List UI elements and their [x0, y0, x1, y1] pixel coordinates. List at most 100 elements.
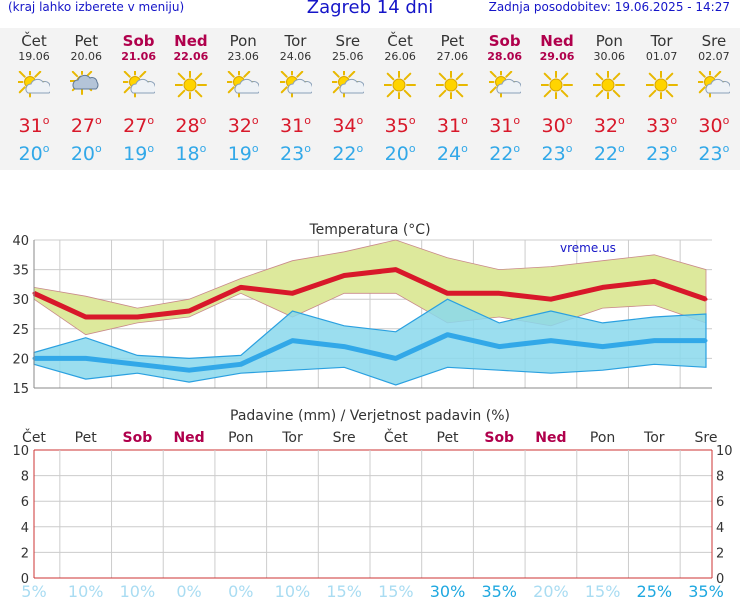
max-temperature: 32o [227, 114, 259, 137]
day-name: Sob [122, 32, 155, 50]
min-temp-point [187, 368, 191, 372]
min-temp-point [84, 356, 88, 360]
sun-icon [165, 63, 217, 107]
min-temperature: 19o [227, 142, 259, 165]
precip-probability-label: 35% [481, 582, 517, 600]
temp-tick-label: 40 [12, 234, 29, 249]
min-temp-range-band [33, 298, 707, 386]
min-temperature: 23o [280, 142, 311, 165]
temp-tick-label: 15 [12, 382, 29, 397]
min-temp-point [446, 333, 450, 337]
max-temp-point [652, 279, 656, 283]
max-temperature: 34o [332, 114, 364, 137]
max-temperature: 31o [280, 114, 311, 137]
precip-probability-label: 5% [21, 582, 46, 600]
precip-tick-label-right: 6 [716, 495, 724, 510]
max-temperature: 31o [18, 114, 50, 137]
temp-tick-label: 30 [12, 293, 29, 308]
max-temp-point [704, 297, 708, 301]
day-name: Tor [284, 32, 307, 50]
min-temp-point [290, 339, 294, 343]
location-hint: (kraj lahko izberete v meniju) [8, 0, 185, 14]
partly-cloudy-icon [322, 63, 374, 107]
partly-cloudy-icon [479, 63, 531, 107]
precip-tick-label-left: 8 [21, 470, 29, 485]
forecast-day: Tor 01.07 33o 23o [636, 28, 688, 165]
precip-probability-label: 25% [637, 582, 673, 600]
day-name: Čet [387, 32, 413, 50]
min-temperature: 22o [332, 142, 364, 165]
max-temp-point [601, 285, 605, 289]
precip-tick-label-left: 6 [21, 495, 29, 510]
sun-icon [426, 63, 478, 107]
precip-day-label: Pet [75, 430, 98, 446]
precip-probability-label: 15% [326, 582, 362, 600]
forecast-day: Sob 28.06 31o 22o [479, 28, 531, 166]
precip-day-label: Ned [173, 430, 204, 446]
forecast-day: Pon 23.06 32o 19o [217, 28, 269, 165]
day-name: Pon [229, 32, 257, 50]
min-temp-point [652, 339, 656, 343]
forecast-strip: Čet 19.06 31o 20o Pet 20.06 27o 20o Sob 21.06 27o 1… [0, 28, 740, 170]
forecast-day: Tor 24.06 31o 23o [270, 28, 322, 165]
precip-day-label: Tor [281, 430, 303, 446]
precip-tick-label-left: 2 [21, 546, 29, 561]
max-temp-point [342, 274, 346, 278]
day-name: Pon [595, 32, 623, 50]
precip-day-label: Pet [437, 430, 460, 446]
partly-cloudy-icon [217, 63, 269, 107]
precip-day-label: Čet [384, 428, 408, 446]
min-temp-line [34, 332, 706, 373]
max-temperature: 28o [175, 114, 207, 137]
min-temperature: 23o [698, 142, 730, 165]
page-title: Zagreb 14 dni [306, 0, 434, 18]
day-date: 22.06 [173, 50, 209, 63]
forecast-day: Pet 20.06 27o 20o [60, 28, 112, 165]
temperature-chart-title: Temperatura (°C) [308, 222, 430, 238]
min-temp-point [239, 362, 243, 366]
precip-day-label: Sre [695, 430, 718, 446]
precip-tick-label-right: 10 [716, 444, 733, 459]
min-temp-point [549, 339, 553, 343]
max-temperature: 27o [70, 114, 102, 137]
min-temp-point [497, 345, 501, 349]
day-date: 23.06 [227, 50, 259, 63]
precip-probability-label: 15% [378, 582, 414, 600]
day-date: 29.06 [539, 50, 575, 63]
max-temperature: 33o [646, 114, 678, 137]
min-temperature: 22o [489, 142, 521, 165]
min-temp-point [601, 345, 605, 349]
max-temp-point [549, 297, 553, 301]
day-name: Čet [21, 32, 47, 50]
cloudy-icon [60, 63, 112, 107]
max-temp-point [84, 315, 88, 319]
min-temperature: 18o [175, 142, 207, 165]
min-temperature: 19o [123, 142, 155, 165]
max-temperature: 31o [489, 114, 521, 137]
forecast-day: Čet 26.06 35o 20o [374, 28, 426, 165]
temp-tick-label: 20 [12, 352, 29, 367]
min-temperature: 23o [646, 142, 678, 165]
max-temperature: 30o [541, 114, 573, 137]
day-name: Pet [440, 32, 465, 50]
min-temp-point [394, 356, 398, 360]
watermark: vreme.us [560, 241, 616, 255]
min-temp-point [342, 345, 346, 349]
max-temp-point [135, 315, 139, 319]
precipitation-chart-title: Padavine (mm) / Verjetnost padavin (%) [230, 408, 510, 424]
max-temp-point [446, 291, 450, 295]
precip-probability-label: 10% [275, 582, 311, 600]
sun-icon [531, 63, 583, 107]
max-temp-point [187, 309, 191, 313]
precip-probability-label: 10% [120, 582, 156, 600]
precip-tick-label-left: 0 [21, 572, 29, 587]
precip-day-label: Pon [228, 430, 253, 446]
max-temp-line [32, 267, 707, 320]
precip-probability-label: 30% [430, 582, 466, 600]
max-temp-point [497, 291, 501, 295]
partly-cloudy-icon [113, 63, 165, 107]
day-date: 30.06 [593, 50, 626, 63]
max-temp-point [239, 285, 243, 289]
max-temp-point [290, 291, 294, 295]
day-date: 21.06 [121, 50, 156, 63]
